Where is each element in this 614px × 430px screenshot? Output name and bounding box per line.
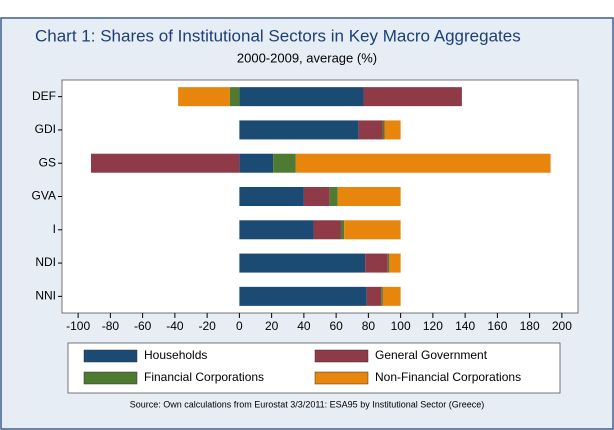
bar-segment: [239, 87, 364, 107]
y-tick-label: GDI: [35, 122, 56, 136]
bar-segment: [239, 286, 367, 306]
x-tick-label: 160: [487, 319, 507, 333]
legend-label: Financial Corporations: [144, 370, 264, 384]
bar-segment: [363, 87, 462, 107]
bar-segment: [382, 120, 385, 140]
bar-segment: [295, 153, 551, 173]
bar-segment: [384, 120, 401, 140]
bar-segment: [239, 120, 359, 140]
legend-label: Households: [144, 348, 207, 362]
bar-segment: [178, 87, 230, 107]
bar-segment: [344, 220, 401, 240]
x-tick-label: -80: [102, 319, 120, 333]
x-tick-label: 180: [520, 319, 540, 333]
bar-segment: [229, 87, 240, 107]
x-tick-label: 0: [236, 319, 243, 333]
source-note: Source: Own calculations from Eurostat 3…: [130, 399, 485, 409]
x-tick-label: 200: [552, 319, 572, 333]
bar-segment: [337, 187, 401, 206]
x-tick-label: -40: [166, 319, 184, 333]
bar-segment: [358, 120, 383, 140]
bar-segment: [389, 253, 401, 273]
bar-segment: [340, 220, 345, 240]
bar-segment: [303, 187, 330, 206]
bar-segment: [239, 220, 314, 240]
x-tick-label: 40: [297, 319, 311, 333]
y-tick-label: I: [53, 222, 56, 236]
bar-segment: [329, 187, 338, 206]
legend-swatch: [314, 349, 369, 363]
bar-segment: [239, 187, 304, 206]
bar-segment: [381, 286, 383, 306]
bar-segment: [382, 286, 401, 306]
bar-segment: [239, 153, 274, 173]
legend-swatch: [314, 371, 369, 385]
x-tick-label: 60: [329, 319, 343, 333]
chart-title: Chart 1: Shares of Institutional Sectors…: [35, 26, 521, 45]
bar-segment: [239, 253, 366, 273]
x-tick-label: 140: [455, 319, 475, 333]
x-tick-label: -20: [198, 319, 216, 333]
y-tick-label: GVA: [32, 189, 56, 203]
x-tick-label: 100: [391, 319, 411, 333]
chart-subtitle: 2000-2009, average (%): [237, 50, 377, 65]
legend-box: [67, 342, 561, 394]
x-tick-label: -60: [134, 319, 152, 333]
bar-segment: [313, 220, 341, 240]
legend-swatch: [83, 371, 138, 385]
x-tick-label: 20: [265, 319, 279, 333]
y-tick-label: DEF: [32, 89, 56, 103]
legend-swatch: [83, 349, 138, 363]
x-tick-label: 120: [423, 319, 443, 333]
x-tick-label: -100: [66, 319, 90, 333]
x-tick-label: 80: [362, 319, 376, 333]
legend-label: Non-Financial Corporations: [375, 370, 521, 384]
bar-segment: [273, 153, 296, 173]
bar-segment: [387, 253, 390, 273]
y-tick-label: NDI: [35, 255, 56, 269]
bar-segment: [365, 253, 388, 273]
legend-label: General Government: [375, 348, 488, 362]
y-tick-label: GS: [39, 155, 56, 169]
bar-segment: [366, 286, 382, 306]
bar-segment: [91, 153, 240, 173]
y-tick-label: NNI: [35, 289, 56, 303]
